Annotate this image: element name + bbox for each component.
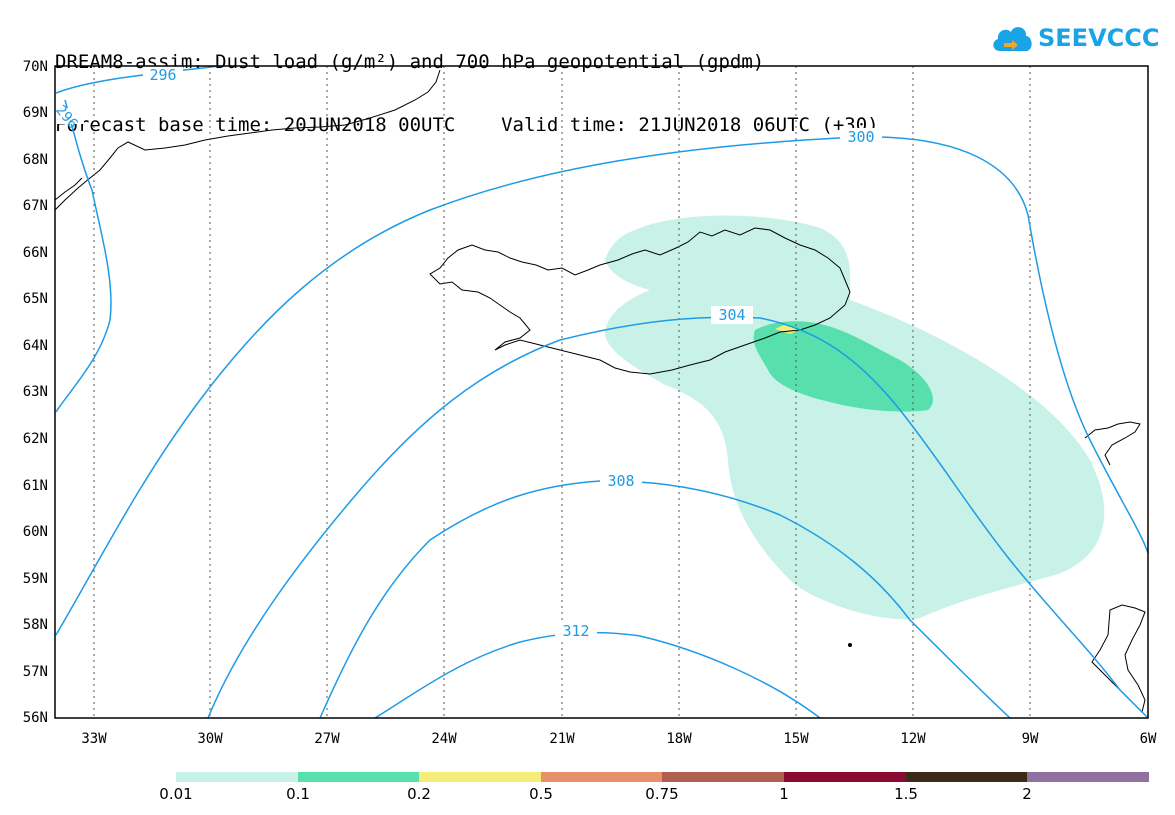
lat-label-59n: 59N xyxy=(23,571,48,587)
greenland-coast-west xyxy=(54,177,83,201)
lon-label-12w: 12W xyxy=(900,731,926,747)
iceland-coast xyxy=(429,227,851,375)
lat-label-63n: 63N xyxy=(23,384,48,400)
lat-label-70n: 70N xyxy=(23,59,48,75)
contour-label-304: 304 xyxy=(718,306,745,324)
colorbar-label-1.5: 1.5 xyxy=(894,785,918,803)
colorbar-swatch-4 xyxy=(541,772,662,782)
scotland-coast xyxy=(1091,604,1146,713)
faroe-shetland-coast xyxy=(1084,421,1141,466)
lat-label-57n: 57N xyxy=(23,664,48,680)
lon-label-9w: 9W xyxy=(1022,731,1039,747)
lon-axis: 33W 30W 27W 24W 21W 18W 15W 12W 9W 6W xyxy=(81,731,1157,747)
colorbar-swatch-5 xyxy=(662,772,784,782)
dust-region-light xyxy=(605,215,1105,620)
map-title: DREAM8-assim: Dust load (g/m²) and 700 h… xyxy=(55,10,879,157)
colorbar-label-1: 1 xyxy=(779,785,789,803)
colorbar-swatch-8 xyxy=(1027,772,1149,782)
seevccc-logo: SEEVCCC xyxy=(990,18,1160,58)
logo-text: SEEVCCC xyxy=(1038,24,1160,52)
greenland-coast xyxy=(54,69,441,211)
contour-label-296-left: 296 xyxy=(52,102,81,132)
map-grid xyxy=(93,66,1031,718)
colorbar-label-0.01: 0.01 xyxy=(159,785,193,803)
title-line-2: Forecast base time: 20JUN2018 00UTC Vali… xyxy=(55,114,879,136)
contour-label-296-top: 296 xyxy=(149,66,176,84)
colorbar-label-0.5: 0.5 xyxy=(529,785,553,803)
lat-label-69n: 69N xyxy=(23,105,48,121)
lon-label-33w: 33W xyxy=(81,731,107,747)
contour-labels: 296 296 300 304 308 312 xyxy=(52,66,882,640)
contour-label-296-left-bg xyxy=(52,108,84,124)
cloud-icon xyxy=(993,27,1032,51)
contour-label-296-top-bg xyxy=(143,66,183,84)
contour-label-312: 312 xyxy=(562,622,589,640)
lat-label-66n: 66N xyxy=(23,245,48,261)
lat-label-60n: 60N xyxy=(23,524,48,540)
colorbar-swatch-2 xyxy=(298,772,419,782)
contour-312 xyxy=(374,631,821,719)
colorbar-label-2: 2 xyxy=(1022,785,1032,803)
rockall-island xyxy=(848,643,852,647)
colorbar xyxy=(176,772,1149,782)
colorbar-swatch-7 xyxy=(906,772,1027,782)
colorbar-label-0.75: 0.75 xyxy=(645,785,679,803)
lat-label-61n: 61N xyxy=(23,478,48,494)
contour-label-300: 300 xyxy=(847,128,874,146)
contour-label-308: 308 xyxy=(607,472,634,490)
lat-label-58n: 58N xyxy=(23,617,48,633)
title-line-1: DREAM8-assim: Dust load (g/m²) and 700 h… xyxy=(55,51,765,73)
colorbar-swatch-1 xyxy=(176,772,298,782)
colorbar-swatch-3 xyxy=(419,772,541,782)
lat-label-65n: 65N xyxy=(23,291,48,307)
lon-label-18w: 18W xyxy=(666,731,692,747)
dust-region-high xyxy=(775,325,800,334)
dust-load-field xyxy=(605,215,1105,620)
lon-label-30w: 30W xyxy=(197,731,223,747)
contour-300 xyxy=(55,136,1149,636)
colorbar-label-0.2: 0.2 xyxy=(407,785,431,803)
contour-label-300-bg xyxy=(840,128,882,146)
map-frame xyxy=(54,65,1149,719)
lon-label-21w: 21W xyxy=(549,731,575,747)
lon-label-6w: 6W xyxy=(1140,731,1157,747)
contour-296-left xyxy=(55,99,112,413)
colorbar-swatch-6 xyxy=(784,772,906,782)
coastlines xyxy=(54,69,1146,713)
lat-label-62n: 62N xyxy=(23,431,48,447)
contour-label-308-bg xyxy=(600,472,642,490)
lon-label-24w: 24W xyxy=(431,731,457,747)
contour-304 xyxy=(207,316,1149,719)
lon-label-27w: 27W xyxy=(314,731,340,747)
contour-296-top xyxy=(55,65,221,94)
contour-label-304-bg xyxy=(711,306,753,324)
contour-label-312-bg xyxy=(555,622,597,640)
lon-label-15w: 15W xyxy=(783,731,809,747)
contour-308 xyxy=(319,480,1011,719)
lat-label-68n: 68N xyxy=(23,152,48,168)
dust-region-medium xyxy=(753,321,933,412)
lat-axis: 70N 69N 68N 67N 66N 65N 64N 63N 62N 61N … xyxy=(23,59,48,726)
lat-label-67n: 67N xyxy=(23,198,48,214)
lat-label-64n: 64N xyxy=(23,338,48,354)
lat-label-56n: 56N xyxy=(23,710,48,726)
colorbar-label-0.1: 0.1 xyxy=(286,785,310,803)
